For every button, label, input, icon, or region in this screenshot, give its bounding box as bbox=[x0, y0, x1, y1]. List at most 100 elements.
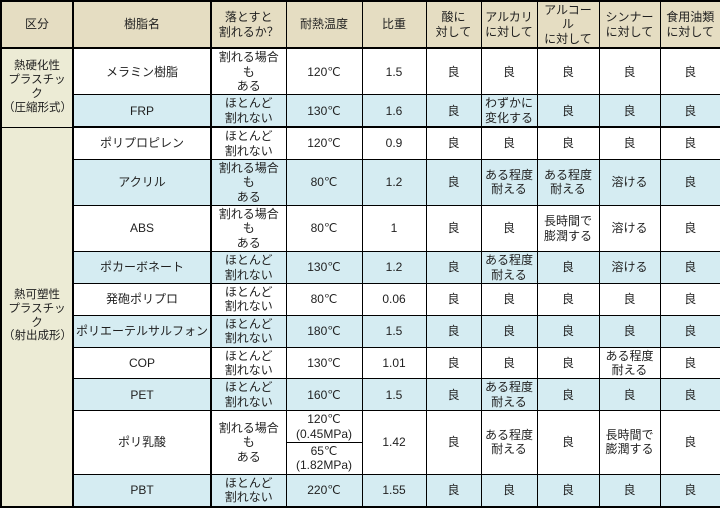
cooking-oil-cell: 良 bbox=[659, 473, 720, 508]
heat-resistance-cell: 160℃ bbox=[285, 378, 363, 412]
heat-resistance-cell: 130℃ bbox=[285, 251, 363, 285]
col-header-alkali: アルカリ に対して bbox=[480, 0, 538, 50]
breakability-cell: ほとんど 割れない bbox=[210, 94, 287, 129]
alkali-cell: ある程度 耐える bbox=[480, 158, 538, 207]
table-row: ポリエーテルサルフォン ほとんど 割れない 180℃ 1.5 良 良 良 良 良 bbox=[1, 314, 720, 348]
acid-cell: 良 bbox=[425, 473, 482, 508]
thinner-cell: 長時間で 膨潤する bbox=[598, 410, 661, 475]
heat-resistance-cell-lower: 65℃ (1.82MPa) bbox=[285, 441, 363, 475]
breakability-cell: 割れる場合も ある bbox=[210, 410, 287, 475]
cooking-oil-cell: 良 bbox=[659, 205, 720, 253]
specific-gravity-cell: 1.55 bbox=[361, 473, 427, 508]
acid-cell: 良 bbox=[425, 346, 482, 380]
table-row: アクリル 割れる場合も ある 80℃ 1.2 良 ある程度 耐える ある程度 耐… bbox=[1, 158, 720, 207]
heat-resistance-cell: 180℃ bbox=[285, 314, 363, 348]
resin-name-cell: 発砲ポリプロ bbox=[72, 283, 212, 316]
table-body: 熱硬化性 プラスチック （圧縮形式） メラミン樹脂 割れる場合も ある 120℃… bbox=[0, 47, 720, 508]
thinner-cell: ある程度 耐える bbox=[598, 346, 661, 380]
alkali-cell: わずかに 変化する bbox=[480, 94, 538, 129]
specific-gravity-cell: 1.01 bbox=[361, 346, 427, 380]
header-row: 区分 樹脂名 落とすと 割れるか？ 耐熱温度 比重 酸に 対して アルカリ に対… bbox=[0, 0, 720, 50]
specific-gravity-cell: 0.06 bbox=[361, 283, 427, 316]
table-header: 区分 樹脂名 落とすと 割れるか？ 耐熱温度 比重 酸に 対して アルカリ に対… bbox=[0, 0, 720, 50]
resin-name-cell: メラミン樹脂 bbox=[72, 47, 212, 96]
resin-name-cell: ポカーボネート bbox=[72, 251, 212, 285]
thinner-cell: 溶ける bbox=[598, 158, 661, 207]
table-row: 熱可塑性 プラスチック （射出成形） ポリプロピレン ほとんど 割れない 120… bbox=[0, 126, 720, 508]
specific-gravity-cell: 1.5 bbox=[361, 47, 427, 96]
breakability-cell: ほとんど 割れない bbox=[210, 126, 287, 160]
thinner-cell: 良 bbox=[598, 283, 661, 316]
table-row: ABS 割れる場合も ある 80℃ 1 良 良 長時間で 膨潤する 溶ける 良 bbox=[1, 205, 720, 253]
cooking-oil-cell: 良 bbox=[659, 314, 720, 348]
specific-gravity-cell: 1.5 bbox=[361, 378, 427, 412]
heat-resistance-cell: 220℃ bbox=[285, 473, 363, 508]
alcohol-cell: 良 bbox=[536, 346, 600, 380]
alkali-cell: ある程度 耐える bbox=[480, 410, 538, 475]
alkali-cell: ある程度 耐える bbox=[480, 251, 538, 285]
alcohol-cell: 良 bbox=[536, 47, 600, 96]
breakability-cell: 割れる場合も ある bbox=[210, 205, 287, 253]
specific-gravity-cell: 1.2 bbox=[361, 251, 427, 285]
alkali-cell: 良 bbox=[480, 346, 538, 380]
heat-resistance-cell: 130℃ bbox=[285, 346, 363, 380]
alkali-cell: 良 bbox=[480, 314, 538, 348]
cooking-oil-cell: 良 bbox=[659, 346, 720, 380]
col-header-specific-gravity: 比重 bbox=[361, 0, 427, 50]
col-header-category: 区分 bbox=[0, 0, 74, 50]
alkali-cell: ある程度 耐える bbox=[480, 378, 538, 412]
alcohol-cell: ある程度 耐える bbox=[536, 158, 600, 207]
breakability-cell: 割れる場合も ある bbox=[210, 47, 287, 96]
resin-name-cell: ポリプロピレン bbox=[72, 126, 212, 160]
breakability-cell: 割れる場合も ある bbox=[210, 158, 287, 207]
resin-name-cell: アクリル bbox=[72, 158, 212, 207]
acid-cell: 良 bbox=[425, 378, 482, 412]
heat-resistance-cell: 80℃ bbox=[285, 205, 363, 253]
alcohol-cell: 良 bbox=[536, 126, 600, 160]
alkali-cell: 良 bbox=[480, 126, 538, 160]
acid-cell: 良 bbox=[425, 205, 482, 253]
heat-resistance-cell: 120℃ bbox=[285, 126, 363, 160]
alcohol-cell: 良 bbox=[536, 94, 600, 129]
alcohol-cell: 良 bbox=[536, 378, 600, 412]
col-header-resin-name: 樹脂名 bbox=[72, 0, 212, 50]
resin-name-cell: ポリエーテルサルフォン bbox=[72, 314, 212, 348]
col-header-acid: 酸に 対して bbox=[425, 0, 482, 50]
resin-name-cell: FRP bbox=[72, 94, 212, 129]
breakability-cell: ほとんど 割れない bbox=[210, 473, 287, 508]
specific-gravity-cell: 1.5 bbox=[361, 314, 427, 348]
col-header-cooking-oil: 食用油類 に対して bbox=[659, 0, 720, 50]
alkali-cell: 良 bbox=[480, 205, 538, 253]
thinner-cell: 良 bbox=[598, 126, 661, 160]
specific-gravity-cell: 1.6 bbox=[361, 94, 427, 129]
cooking-oil-cell: 良 bbox=[659, 158, 720, 207]
col-header-heat-resistance: 耐熱温度 bbox=[285, 0, 363, 50]
breakability-cell: ほとんど 割れない bbox=[210, 251, 287, 285]
table-row: FRP ほとんど 割れない 130℃ 1.6 良 わずかに 変化する 良 良 良 bbox=[1, 94, 720, 129]
alkali-cell: 良 bbox=[480, 47, 538, 96]
acid-cell: 良 bbox=[425, 283, 482, 316]
acid-cell: 良 bbox=[425, 251, 482, 285]
thinner-cell: 溶ける bbox=[598, 251, 661, 285]
alcohol-cell: 良 bbox=[536, 251, 600, 285]
breakability-cell: ほとんど 割れない bbox=[210, 314, 287, 348]
cooking-oil-cell: 良 bbox=[659, 410, 720, 475]
thinner-cell: 良 bbox=[598, 378, 661, 412]
table-row: 発砲ポリプロ ほとんど 割れない 80℃ 0.06 良 良 良 良 良 bbox=[1, 283, 720, 316]
acid-cell: 良 bbox=[425, 158, 482, 207]
col-header-alcohol: アルコール に対して bbox=[536, 0, 600, 50]
breakability-cell: ほとんど 割れない bbox=[210, 346, 287, 380]
specific-gravity-cell: 1.42 bbox=[361, 410, 427, 475]
acid-cell: 良 bbox=[425, 314, 482, 348]
resin-name-cell: COP bbox=[72, 346, 212, 380]
cooking-oil-cell: 良 bbox=[659, 126, 720, 160]
table-row: PBT ほとんど 割れない 220℃ 1.55 良 良 良 良 良 bbox=[1, 473, 720, 508]
thinner-cell: 良 bbox=[598, 473, 661, 508]
specific-gravity-cell: 0.9 bbox=[361, 126, 427, 160]
cooking-oil-cell: 良 bbox=[659, 283, 720, 316]
acid-cell: 良 bbox=[425, 47, 482, 96]
table-row: ポリ乳酸 割れる場合も ある 120℃ (0.45MPa) 1.42 良 ある程… bbox=[1, 410, 720, 475]
alkali-cell: 良 bbox=[480, 283, 538, 316]
heat-resistance-cell-upper: 120℃ (0.45MPa) bbox=[285, 410, 363, 443]
